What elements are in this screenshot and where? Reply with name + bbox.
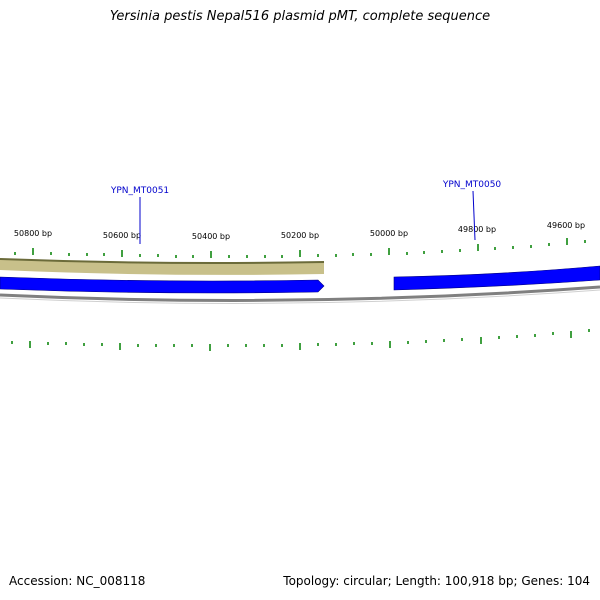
scale-label: 50000 bp xyxy=(370,229,408,238)
map-title: Yersinia pestis Nepal516 plasmid pMT, co… xyxy=(109,9,491,24)
inner-tick-ring xyxy=(11,329,590,351)
feature-band-top-edge xyxy=(0,258,325,264)
plasmid-backbone xyxy=(0,285,600,302)
gene-arrow-ypn-mt0050[interactable] xyxy=(393,265,600,291)
gene-labels: YPN_MT0051 YPN_MT0050 xyxy=(110,180,502,244)
gene-arrow-ypn-mt0051[interactable] xyxy=(0,276,325,294)
outer-tick-ring xyxy=(14,238,586,258)
scale-labels: 50800 bp 50600 bp 50400 bp 50200 bp 5000… xyxy=(14,221,585,241)
scale-label: 49800 bp xyxy=(458,225,496,234)
scale-label: 50800 bp xyxy=(14,229,52,238)
gene-label-ypn-mt0051[interactable]: YPN_MT0051 xyxy=(110,186,169,196)
gene-arrows xyxy=(0,265,600,294)
gene-leader-line xyxy=(472,190,476,241)
feature-band xyxy=(0,258,325,275)
plasmid-backbone-highlight xyxy=(0,289,600,304)
gene-label-ypn-mt0050[interactable]: YPN_MT0050 xyxy=(442,180,502,190)
scale-label: 50200 bp xyxy=(281,231,319,240)
scale-label: 50400 bp xyxy=(192,232,230,241)
scale-label: 50600 bp xyxy=(103,231,141,240)
accession-label: Accession: NC_008118 xyxy=(9,574,146,588)
scale-label: 49600 bp xyxy=(547,221,585,230)
sequence-summary: Topology: circular; Length: 100,918 bp; … xyxy=(283,574,590,588)
